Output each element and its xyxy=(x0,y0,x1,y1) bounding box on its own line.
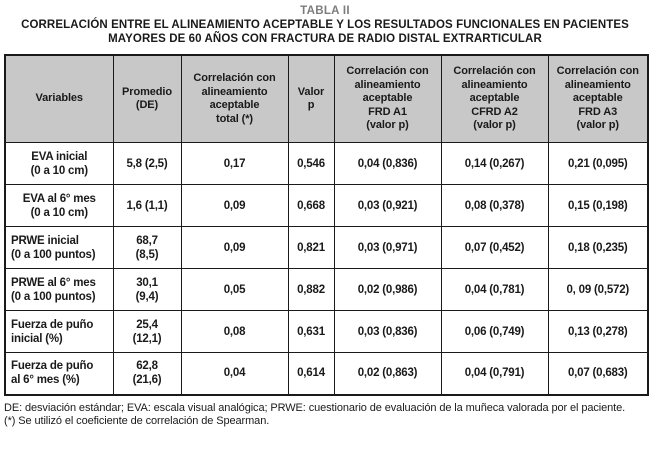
cell-cfrd-a2: 0,06 (0,749) xyxy=(440,310,549,353)
table-row-eva-6-mes: EVA al 6° mes (0 a 10 cm) 1,6 (1,1) 0,09… xyxy=(4,184,649,227)
cell-valor-p: 0,614 xyxy=(287,352,335,395)
cell-frd-a1: 0,04 (0,836) xyxy=(333,142,442,185)
footnotes: DE: desviación estándar; EVA: escala vis… xyxy=(4,402,646,429)
cell-promedio: 5,8 (2,5) xyxy=(112,142,182,185)
cell-frd-a1: 0,03 (0,836) xyxy=(333,310,442,353)
cell-cfrd-a2: 0,04 (0,781) xyxy=(440,268,549,311)
column-header-frd-a3: Correlación con alineamiento aceptable F… xyxy=(547,54,649,143)
cell-valor-p: 0,631 xyxy=(287,310,335,353)
cell-frd-a3: 0,07 (0,683) xyxy=(547,352,649,395)
cell-valor-p: 0,546 xyxy=(287,142,335,185)
cell-variable: PRWE inicial (0 a 100 puntos) xyxy=(4,226,114,269)
cell-cfrd-a2: 0,07 (0,452) xyxy=(440,226,549,269)
table-row-fuerza-inicial: Fuerza de puño inicial (%) 25,4 (12,1) 0… xyxy=(4,310,649,353)
cell-variable: EVA al 6° mes (0 a 10 cm) xyxy=(4,184,114,227)
cell-valor-p: 0,821 xyxy=(287,226,335,269)
cell-frd-a3: 0,21 (0,095) xyxy=(547,142,649,185)
cell-variable: EVA inicial (0 a 10 cm) xyxy=(4,142,114,185)
cell-promedio: 1,6 (1,1) xyxy=(112,184,182,227)
column-header-valor-p: Valor p xyxy=(287,54,335,143)
table-row-eva-inicial: EVA inicial (0 a 10 cm) 5,8 (2,5) 0,17 0… xyxy=(4,142,649,185)
cell-correlacion-total: 0,04 xyxy=(180,352,289,395)
cell-correlacion-total: 0,09 xyxy=(180,184,289,227)
table-title-line-1: CORRELACIÓN ENTRE EL ALINEAMIENTO ACEPTA… xyxy=(21,19,629,31)
table-row-fuerza-6-mes: Fuerza de puño al 6° mes (%) 62,8 (21,6)… xyxy=(4,352,649,395)
cell-correlacion-total: 0,09 xyxy=(180,226,289,269)
table-number: TABLA II xyxy=(300,5,350,17)
correlation-table: Variables Promedio (DE) Correlación con … xyxy=(4,54,649,396)
table-header-row: Variables Promedio (DE) Correlación con … xyxy=(4,54,649,143)
footnote-spearman: (*) Se utilizó el coeficiente de correla… xyxy=(4,415,270,427)
cell-variable: Fuerza de puño al 6° mes (%) xyxy=(4,352,114,395)
column-header-frd-a1: Correlación con alineamiento aceptable F… xyxy=(333,54,442,143)
column-header-cfrd-a2: Correlación con alineamiento aceptable C… xyxy=(440,54,549,143)
cell-correlacion-total: 0,17 xyxy=(180,142,289,185)
cell-variable: PRWE al 6° mes (0 a 100 puntos) xyxy=(4,268,114,311)
cell-promedio: 68,7 (8,5) xyxy=(112,226,182,269)
cell-frd-a3: 0,15 (0,198) xyxy=(547,184,649,227)
cell-valor-p: 0,882 xyxy=(287,268,335,311)
cell-frd-a3: 0, 09 (0,572) xyxy=(547,268,649,311)
cell-promedio: 25,4 (12,1) xyxy=(112,310,182,353)
table-title-line-2: MAYORES DE 60 AÑOS CON FRACTURA DE RADIO… xyxy=(108,33,542,45)
cell-correlacion-total: 0,08 xyxy=(180,310,289,353)
cell-frd-a1: 0,03 (0,921) xyxy=(333,184,442,227)
title-block: TABLA II CORRELACIÓN ENTRE EL ALINEAMIEN… xyxy=(0,0,650,46)
column-header-variables: Variables xyxy=(4,54,114,143)
column-header-correlacion-total: Correlación con alineamiento aceptable t… xyxy=(180,54,289,143)
cell-promedio: 62,8 (21,6) xyxy=(112,352,182,395)
cell-frd-a1: 0,02 (0,986) xyxy=(333,268,442,311)
cell-frd-a1: 0,03 (0,971) xyxy=(333,226,442,269)
cell-frd-a3: 0,18 (0,235) xyxy=(547,226,649,269)
cell-promedio: 30,1 (9,4) xyxy=(112,268,182,311)
cell-cfrd-a2: 0,08 (0,378) xyxy=(440,184,549,227)
table-row-prwe-6-mes: PRWE al 6° mes (0 a 100 puntos) 30,1 (9,… xyxy=(4,268,649,311)
footnote-abbreviations: DE: desviación estándar; EVA: escala vis… xyxy=(4,401,626,414)
cell-variable: Fuerza de puño inicial (%) xyxy=(4,310,114,353)
cell-cfrd-a2: 0,04 (0,791) xyxy=(440,352,549,395)
cell-cfrd-a2: 0,14 (0,267) xyxy=(440,142,549,185)
table-row-prwe-inicial: PRWE inicial (0 a 100 puntos) 68,7 (8,5)… xyxy=(4,226,649,269)
cell-valor-p: 0,668 xyxy=(287,184,335,227)
cell-frd-a3: 0,13 (0,278) xyxy=(547,310,649,353)
cell-frd-a1: 0,02 (0,863) xyxy=(333,352,442,395)
cell-correlacion-total: 0,05 xyxy=(180,268,289,311)
column-header-promedio: Promedio (DE) xyxy=(112,54,182,143)
